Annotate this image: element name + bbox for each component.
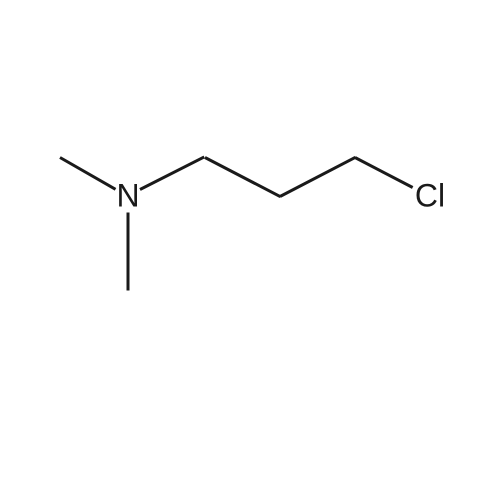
- bond: [127, 212, 130, 290]
- molecule-canvas: N Cl: [0, 0, 500, 500]
- bond: [279, 156, 355, 198]
- bond: [204, 156, 280, 198]
- bond: [354, 156, 413, 188]
- bond: [59, 156, 116, 191]
- atom-label-n: N: [116, 178, 139, 215]
- atom-label-cl: Cl: [415, 178, 445, 215]
- bond: [140, 156, 206, 191]
